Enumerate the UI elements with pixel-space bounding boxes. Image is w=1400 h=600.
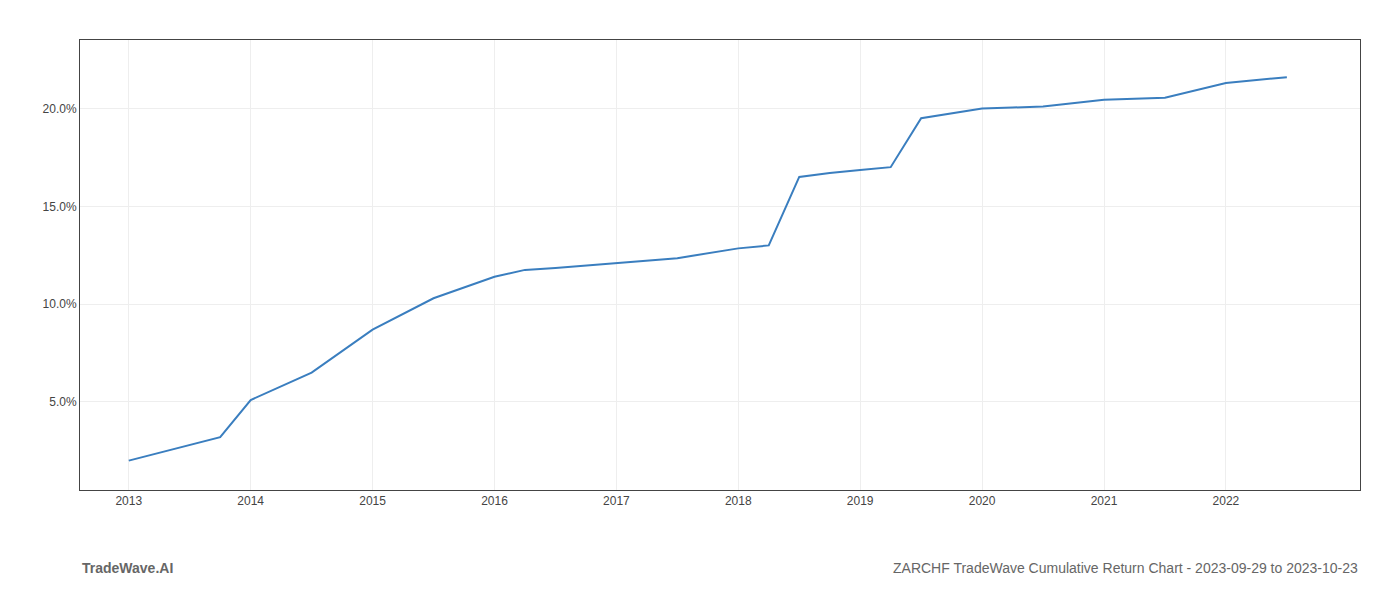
svg-text:2022: 2022: [1213, 494, 1240, 508]
svg-text:2020: 2020: [969, 494, 996, 508]
svg-text:2013: 2013: [115, 494, 142, 508]
svg-text:2018: 2018: [725, 494, 752, 508]
svg-text:20.0%: 20.0%: [43, 102, 77, 116]
svg-text:5.0%: 5.0%: [49, 395, 77, 409]
svg-text:15.0%: 15.0%: [43, 200, 77, 214]
svg-text:10.0%: 10.0%: [43, 297, 77, 311]
svg-text:TradeWave.AI: TradeWave.AI: [82, 560, 173, 576]
svg-text:2021: 2021: [1091, 494, 1118, 508]
svg-text:2015: 2015: [359, 494, 386, 508]
svg-text:2017: 2017: [603, 494, 630, 508]
svg-text:2016: 2016: [481, 494, 508, 508]
svg-text:2019: 2019: [847, 494, 874, 508]
svg-text:2014: 2014: [237, 494, 264, 508]
svg-text:ZARCHF TradeWave Cumulative Re: ZARCHF TradeWave Cumulative Return Chart…: [893, 560, 1358, 576]
